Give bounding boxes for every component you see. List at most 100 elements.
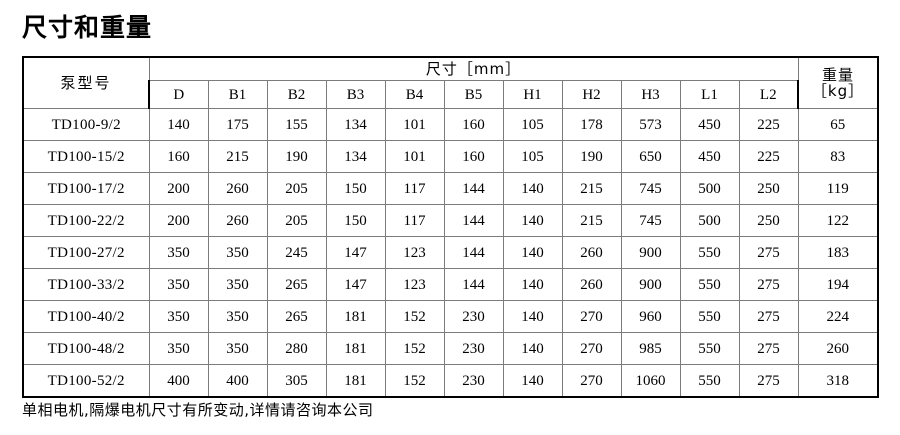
cell-h3: 745 — [620, 204, 681, 237]
cell-model: TD100-40/2 — [22, 300, 150, 333]
cell-l1: 550 — [679, 300, 740, 333]
cell-weight: 83 — [797, 140, 879, 173]
table-row: TD100-22/2 200 260 205 150 117 144 140 2… — [22, 204, 879, 237]
table-row: TD100-48/2 350 350 280 181 152 230 140 2… — [22, 332, 879, 365]
cell-b3: 147 — [325, 236, 386, 269]
cell-b4: 101 — [384, 108, 445, 141]
cell-b5: 160 — [443, 108, 504, 141]
cell-b2: 155 — [266, 108, 327, 141]
cell-d: 400 — [148, 364, 209, 398]
cell-weight: 122 — [797, 204, 879, 237]
cell-b2: 280 — [266, 332, 327, 365]
cell-model: TD100-48/2 — [22, 332, 150, 365]
cell-b3: 150 — [325, 204, 386, 237]
cell-h3: 573 — [620, 108, 681, 141]
cell-h1: 140 — [502, 204, 563, 237]
column-header-b4: B4 — [384, 80, 445, 109]
cell-l2: 275 — [738, 364, 799, 398]
column-header-h2: H2 — [561, 80, 622, 109]
column-header-h1: H1 — [502, 80, 563, 109]
table-header-group-row: 泵型号 尺寸［mm］ 重量 ［kg］ — [22, 56, 879, 109]
cell-b2: 305 — [266, 364, 327, 398]
cell-b4: 152 — [384, 300, 445, 333]
cell-h2: 260 — [561, 268, 622, 301]
cell-h3: 985 — [620, 332, 681, 365]
cell-b2: 190 — [266, 140, 327, 173]
cell-h3: 1060 — [620, 364, 681, 398]
column-header-l1: L1 — [679, 80, 740, 109]
cell-d: 140 — [148, 108, 209, 141]
footnote-text: 单相电机,隔爆电机尺寸有所变动,详情请咨询本公司 — [22, 401, 374, 419]
cell-b5: 230 — [443, 332, 504, 365]
cell-h3: 745 — [620, 172, 681, 205]
cell-b2: 265 — [266, 300, 327, 333]
cell-b3: 134 — [325, 140, 386, 173]
cell-l2: 225 — [738, 108, 799, 141]
cell-b1: 350 — [207, 332, 268, 365]
cell-h2: 260 — [561, 236, 622, 269]
cell-l2: 275 — [738, 236, 799, 269]
cell-l2: 275 — [738, 300, 799, 333]
cell-model: TD100-15/2 — [22, 140, 150, 173]
cell-h3: 900 — [620, 236, 681, 269]
cell-b4: 152 — [384, 364, 445, 398]
cell-weight: 65 — [797, 108, 879, 141]
cell-b5: 230 — [443, 300, 504, 333]
cell-d: 350 — [148, 236, 209, 269]
cell-model: TD100-27/2 — [22, 236, 150, 269]
cell-b1: 350 — [207, 236, 268, 269]
column-header-pump-model: 泵型号 — [22, 56, 150, 109]
table-row: TD100-52/2 400 400 305 181 152 230 140 2… — [22, 364, 879, 398]
cell-l1: 500 — [679, 172, 740, 205]
cell-b1: 215 — [207, 140, 268, 173]
cell-l1: 550 — [679, 364, 740, 398]
column-group-header-dimensions: 尺寸［mm］ — [148, 56, 799, 81]
cell-b2: 205 — [266, 204, 327, 237]
cell-b5: 144 — [443, 236, 504, 269]
cell-h3: 650 — [620, 140, 681, 173]
table-row: TD100-17/2 200 260 205 150 117 144 140 2… — [22, 172, 879, 205]
cell-h3: 900 — [620, 268, 681, 301]
cell-l1: 450 — [679, 108, 740, 141]
cell-b5: 144 — [443, 204, 504, 237]
cell-b4: 123 — [384, 268, 445, 301]
table-body: 泵型号 尺寸［mm］ 重量 ［kg］ D B1 B2 B3 B4 B5 H1 H… — [22, 56, 879, 398]
table-row: TD100-15/2 160 215 190 134 101 160 105 1… — [22, 140, 879, 173]
cell-b4: 117 — [384, 204, 445, 237]
cell-h1: 140 — [502, 300, 563, 333]
dimensions-table-container: 泵型号 尺寸［mm］ 重量 ［kg］ D B1 B2 B3 B4 B5 H1 H… — [22, 56, 879, 398]
cell-b3: 181 — [325, 364, 386, 398]
cell-d: 350 — [148, 268, 209, 301]
cell-b1: 175 — [207, 108, 268, 141]
cell-h2: 215 — [561, 172, 622, 205]
cell-h2: 270 — [561, 364, 622, 398]
cell-b1: 260 — [207, 172, 268, 205]
cell-b3: 150 — [325, 172, 386, 205]
column-header-l2: L2 — [738, 80, 799, 109]
cell-b1: 260 — [207, 204, 268, 237]
cell-model: TD100-22/2 — [22, 204, 150, 237]
column-header-weight: 重量 ［kg］ — [797, 56, 879, 109]
cell-model: TD100-33/2 — [22, 268, 150, 301]
cell-l1: 550 — [679, 268, 740, 301]
cell-h1: 140 — [502, 332, 563, 365]
cell-b1: 350 — [207, 300, 268, 333]
table-header-columns-row: D B1 B2 B3 B4 B5 H1 H2 H3 L1 L2 — [23, 80, 878, 109]
cell-h1: 140 — [502, 172, 563, 205]
cell-b1: 350 — [207, 268, 268, 301]
cell-l2: 250 — [738, 172, 799, 205]
cell-weight: 318 — [797, 364, 879, 398]
cell-b3: 181 — [325, 332, 386, 365]
cell-d: 350 — [148, 300, 209, 333]
cell-h1: 140 — [502, 236, 563, 269]
cell-b1: 400 — [207, 364, 268, 398]
cell-b3: 181 — [325, 300, 386, 333]
column-header-b3: B3 — [325, 80, 386, 109]
weight-header-label: 重量 — [821, 66, 854, 84]
cell-b5: 144 — [443, 172, 504, 205]
cell-d: 200 — [148, 204, 209, 237]
cell-l2: 275 — [738, 268, 799, 301]
dimensions-and-weight-table: 泵型号 尺寸［mm］ 重量 ［kg］ D B1 B2 B3 B4 B5 H1 H… — [22, 56, 879, 398]
cell-l1: 550 — [679, 236, 740, 269]
